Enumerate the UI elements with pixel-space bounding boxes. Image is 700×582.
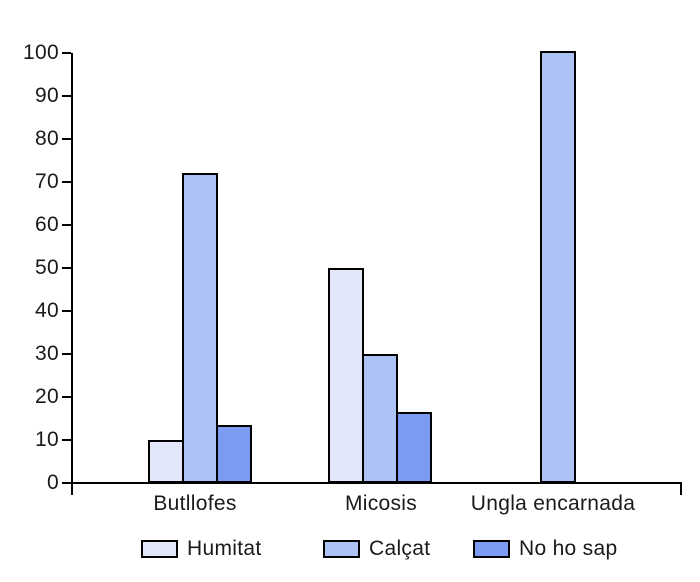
y-axis-tick <box>62 353 71 355</box>
y-axis-tick-label: 40 <box>35 299 59 322</box>
category-label-butllofes: Butllofes <box>153 492 237 515</box>
legend-swatch-calcat <box>323 540 360 558</box>
y-axis-tick-label: 100 <box>23 41 59 64</box>
legend-swatch-no-ho-sap <box>473 540 510 558</box>
y-axis-tick-label: 0 <box>47 471 59 494</box>
y-axis-line <box>71 53 73 495</box>
legend-item-no-ho-sap: No ho sap <box>473 537 618 560</box>
y-axis-tick <box>62 52 71 54</box>
legend-label-no-ho-sap: No ho sap <box>519 537 618 560</box>
x-axis-end-tick <box>680 482 682 495</box>
y-axis-tick-label: 10 <box>35 428 59 451</box>
y-axis-tick <box>62 267 71 269</box>
bar-micosis-humitat <box>328 268 364 483</box>
y-axis-tick-label: 70 <box>35 170 59 193</box>
category-label-ungla-encarnada: Ungla encarnada <box>470 492 636 515</box>
bar-butllofes-humitat <box>148 440 184 483</box>
y-axis-tick <box>62 396 71 398</box>
y-axis-tick <box>62 310 71 312</box>
legend-label-humitat: Humitat <box>187 537 262 560</box>
legend-item-calcat: Calçat <box>323 537 431 560</box>
y-axis-tick <box>62 439 71 441</box>
y-axis-tick-label: 30 <box>35 342 59 365</box>
bar-butllofes-no-ho-sap <box>216 425 252 483</box>
y-axis-tick <box>62 181 71 183</box>
legend-label-calcat: Calçat <box>369 537 431 560</box>
y-axis-tick <box>62 482 71 484</box>
y-axis-tick-label: 50 <box>35 256 59 279</box>
y-axis-tick-label: 80 <box>35 127 59 150</box>
bar-micosis-no-ho-sap <box>396 412 432 483</box>
legend-swatch-humitat <box>141 540 178 558</box>
bar-ungla-encarnada-cal-at <box>540 51 576 483</box>
legend-item-humitat: Humitat <box>141 537 262 560</box>
y-axis-tick <box>62 224 71 226</box>
category-label-micosis: Micosis <box>344 492 418 515</box>
bar-butllofes-cal-at <box>182 173 218 483</box>
y-axis-tick <box>62 138 71 140</box>
bar-micosis-cal-at <box>362 354 398 483</box>
y-axis-tick-label: 90 <box>35 84 59 107</box>
x-axis-line <box>71 482 682 484</box>
y-axis-tick <box>62 95 71 97</box>
y-axis-tick-label: 20 <box>35 385 59 408</box>
y-axis-tick-label: 60 <box>35 213 59 236</box>
